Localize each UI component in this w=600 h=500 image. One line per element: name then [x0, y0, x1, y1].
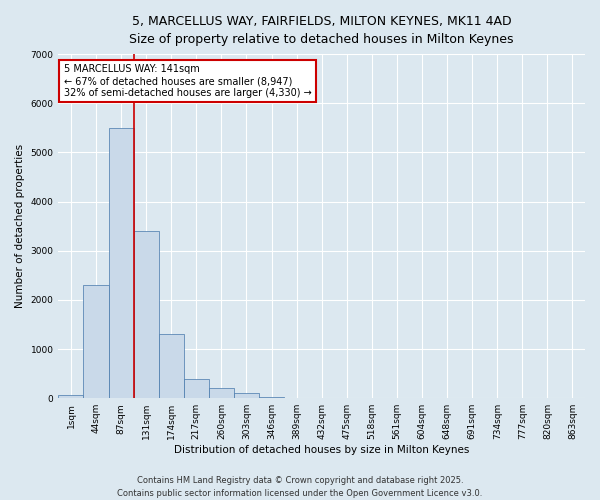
Bar	[134, 231, 159, 398]
Y-axis label: Number of detached properties: Number of detached properties	[15, 144, 25, 308]
Bar	[184, 378, 209, 398]
Bar	[234, 394, 259, 398]
Bar	[83, 285, 109, 398]
Bar	[109, 128, 134, 398]
Bar	[159, 334, 184, 398]
X-axis label: Distribution of detached houses by size in Milton Keynes: Distribution of detached houses by size …	[174, 445, 469, 455]
Bar	[58, 396, 83, 398]
Title: 5, MARCELLUS WAY, FAIRFIELDS, MILTON KEYNES, MK11 4AD
Size of property relative : 5, MARCELLUS WAY, FAIRFIELDS, MILTON KEY…	[130, 15, 514, 46]
Text: Contains HM Land Registry data © Crown copyright and database right 2025.
Contai: Contains HM Land Registry data © Crown c…	[118, 476, 482, 498]
Text: 5 MARCELLUS WAY: 141sqm
← 67% of detached houses are smaller (8,947)
32% of semi: 5 MARCELLUS WAY: 141sqm ← 67% of detache…	[64, 64, 311, 98]
Bar	[209, 388, 234, 398]
Bar	[259, 396, 284, 398]
